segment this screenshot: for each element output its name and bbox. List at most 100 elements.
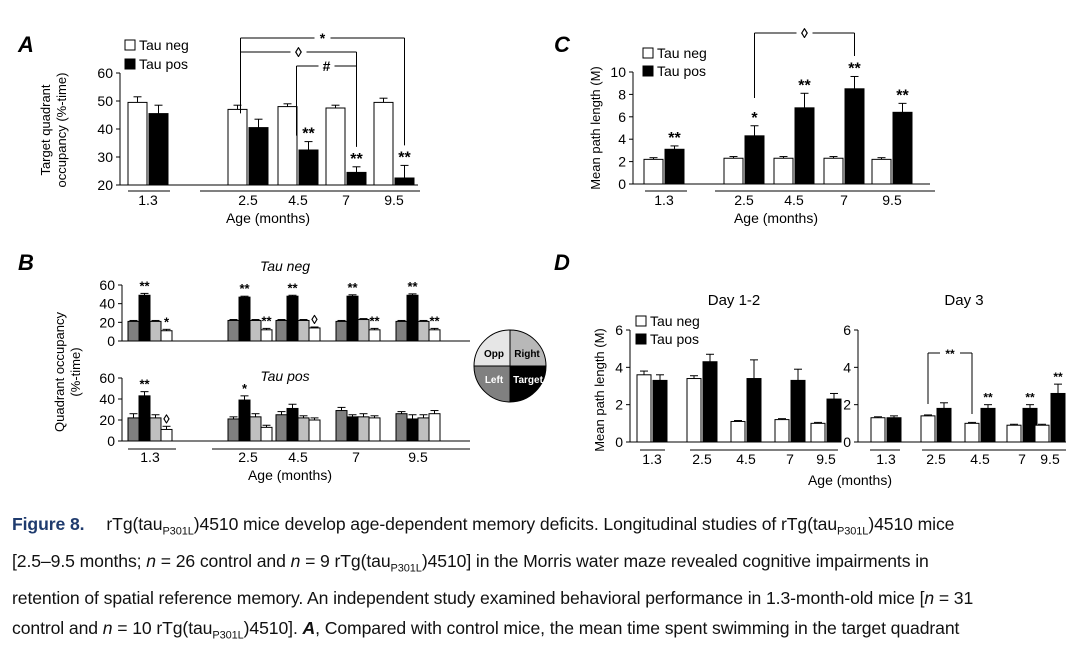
significance-mark: * bbox=[242, 381, 248, 396]
significance-mark: ** bbox=[350, 151, 363, 168]
y-d-tick-label: 6 bbox=[843, 322, 851, 338]
caption-text: , Compared with control mice, the mean t… bbox=[315, 617, 960, 638]
x-tick-label-d: 7 bbox=[1018, 451, 1026, 467]
legend-label-tau-pos: Tau pos bbox=[650, 331, 699, 347]
significance-bracket-label: ◊ bbox=[801, 25, 808, 41]
caption-text: = 31 bbox=[934, 588, 974, 609]
subplot-title-d: Day 3 bbox=[944, 292, 983, 309]
significance-mark: ** bbox=[896, 87, 909, 104]
y-d-tick-label: 4 bbox=[615, 359, 623, 375]
legend-label-tau-neg: Tau neg bbox=[139, 37, 189, 53]
y-c-tick-label: 10 bbox=[610, 64, 626, 80]
y-d-tick-label: 4 bbox=[843, 359, 851, 375]
bar-tau-neg bbox=[325, 107, 346, 186]
bar-target bbox=[346, 416, 359, 442]
x-tick-label-a: 7 bbox=[342, 192, 350, 208]
x-tick-label-b: 7 bbox=[352, 449, 360, 465]
caption-text: = 26 control and bbox=[155, 551, 291, 572]
legend-label-tau-pos: Tau pos bbox=[657, 63, 706, 79]
quadrant-label-right: Right bbox=[514, 349, 540, 360]
bar-tau-neg bbox=[810, 422, 826, 443]
y-b-tick-label: 20 bbox=[99, 412, 115, 428]
bar-tau-pos bbox=[394, 177, 415, 186]
y-a-tick-label: 30 bbox=[97, 149, 113, 165]
y-b-tick-label: 60 bbox=[99, 370, 115, 386]
caption-n: n bbox=[924, 588, 935, 609]
bar-tau-pos bbox=[1050, 392, 1066, 443]
bar-tau-neg bbox=[871, 158, 892, 185]
significance-mark: ** bbox=[369, 313, 380, 328]
quadrant-target bbox=[509, 365, 547, 403]
panel-label-c: C bbox=[554, 32, 571, 57]
caption-line-4: control and n = 10 rTg(tauP301L)4510]. A… bbox=[12, 614, 1070, 651]
x-tick-label-c: 7 bbox=[840, 192, 848, 208]
bar-target bbox=[238, 399, 251, 442]
bar-tau-neg bbox=[686, 378, 702, 443]
bar-tau-neg bbox=[723, 157, 744, 185]
bar-right bbox=[417, 320, 430, 342]
y-d-tick-label: 2 bbox=[615, 397, 623, 413]
y-b-tick-label: 60 bbox=[99, 277, 115, 293]
significance-mark: * bbox=[164, 314, 170, 329]
caption-text: = 9 rTg(tau bbox=[300, 551, 391, 572]
bar-left bbox=[260, 426, 273, 442]
legend-label-tau-pos: Tau pos bbox=[139, 56, 188, 72]
significance-mark: ** bbox=[261, 313, 272, 328]
significance-bracket-label: ** bbox=[945, 347, 955, 361]
x-tick-label-d: 2.5 bbox=[926, 451, 946, 467]
caption-panel-ref: A bbox=[302, 617, 316, 638]
bar-target bbox=[138, 294, 151, 342]
figure-label: Figure 8. bbox=[12, 514, 85, 534]
caption-subscript: P301L bbox=[212, 629, 244, 642]
panel-label-a: A bbox=[17, 32, 34, 57]
bar-tau-neg bbox=[1034, 424, 1050, 443]
bar-left bbox=[428, 329, 441, 342]
legend-swatch-tau-pos bbox=[635, 333, 647, 345]
caption-subscript: P301L bbox=[390, 562, 422, 575]
quadrant-right bbox=[509, 329, 547, 367]
bar-tau-pos bbox=[248, 127, 269, 186]
bar-tau-neg bbox=[730, 420, 746, 443]
legend-swatch-tau-pos bbox=[642, 65, 654, 77]
x-tick-label-a: 9.5 bbox=[384, 192, 404, 208]
y-b-tick-label: 20 bbox=[99, 314, 115, 330]
x-tick-label-c: 9.5 bbox=[882, 192, 902, 208]
x-tick-label-c: 1.3 bbox=[654, 192, 674, 208]
bar-tau-pos bbox=[298, 149, 319, 186]
caption-text: = 10 rTg(tau bbox=[112, 617, 213, 638]
bar-opp bbox=[395, 320, 408, 342]
bar-tau-pos bbox=[844, 88, 865, 185]
subplot-title-d: Day 1-2 bbox=[708, 292, 761, 309]
caption-text: )4510 mice develop age-dependent memory … bbox=[193, 514, 837, 534]
y-c-tick-label: 2 bbox=[618, 154, 626, 170]
x-tick-label-d: 1.3 bbox=[876, 451, 896, 467]
bracket-label-bg bbox=[290, 44, 307, 60]
bar-tau-neg bbox=[643, 158, 664, 185]
x-tick-label-b: 4.5 bbox=[288, 449, 308, 465]
y-axis-title-b: (%-time) bbox=[68, 347, 83, 396]
caption-subscript: P301L bbox=[837, 525, 869, 538]
x-tick-label-d: 4.5 bbox=[736, 451, 756, 467]
significance-mark: ** bbox=[1053, 370, 1063, 384]
y-c-tick-label: 8 bbox=[618, 86, 626, 102]
y-axis-title-d: Mean path length (M) bbox=[592, 328, 607, 452]
bar-tau-pos bbox=[652, 379, 668, 443]
bar-tau-neg bbox=[870, 417, 886, 443]
bar-left bbox=[308, 419, 321, 442]
x-axis-title-a: Age (months) bbox=[226, 210, 310, 226]
bar-tau-neg bbox=[373, 101, 394, 186]
y-a-tick-label: 20 bbox=[97, 177, 113, 193]
significance-mark: ◊ bbox=[163, 411, 170, 426]
bar-opp bbox=[227, 418, 240, 442]
significance-mark: ** bbox=[407, 279, 418, 294]
y-d-tick-label: 2 bbox=[843, 397, 851, 413]
x-tick-label-d: 9.5 bbox=[816, 451, 836, 467]
y-b-tick-label: 0 bbox=[107, 433, 115, 449]
quadrant-label-left: Left bbox=[485, 375, 504, 386]
bar-right bbox=[149, 320, 162, 342]
subplot-title-b: Tau neg bbox=[260, 258, 310, 274]
legend-label-tau-neg: Tau neg bbox=[650, 313, 700, 329]
y-axis-title-b: Quadrant occupancy bbox=[52, 312, 67, 432]
bar-left bbox=[260, 329, 273, 342]
y-axis-title-c: Mean path length (M) bbox=[588, 66, 603, 190]
